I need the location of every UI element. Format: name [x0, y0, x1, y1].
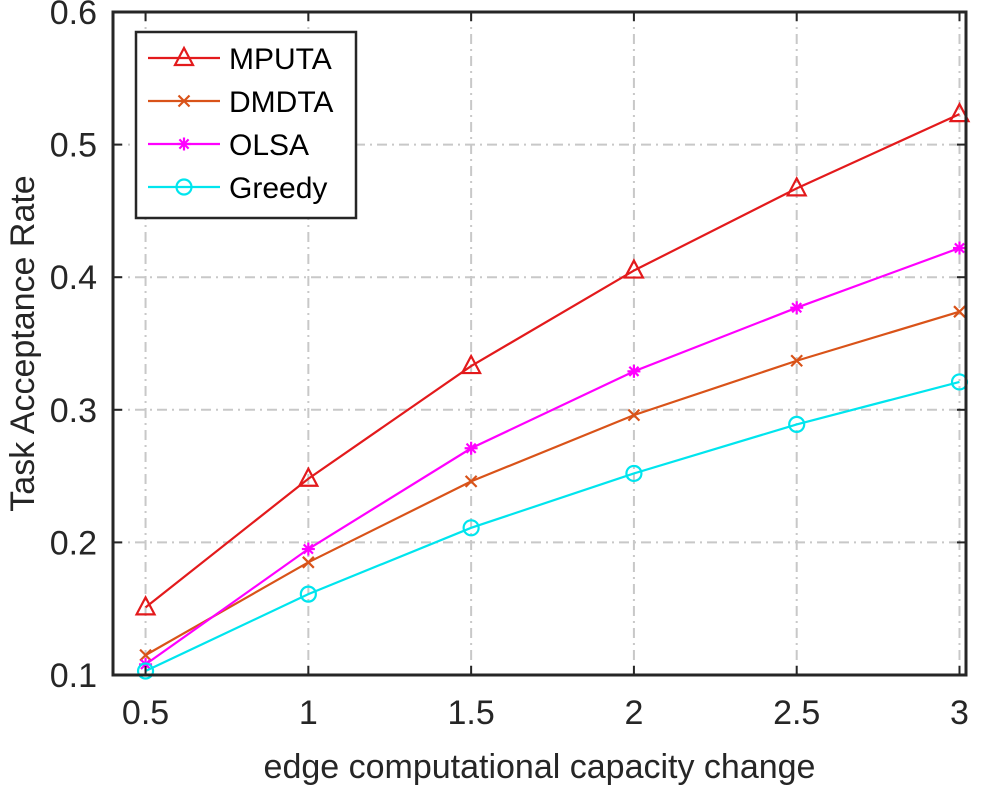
data-point	[625, 464, 643, 483]
data-point	[790, 354, 803, 368]
data-point	[627, 408, 641, 422]
x-tick-label: 0.5	[122, 694, 169, 732]
series-line	[144, 246, 960, 666]
y-tick-label: 0.1	[50, 657, 97, 695]
data-point	[788, 415, 806, 433]
data-point	[785, 176, 808, 197]
series-mputa	[134, 101, 971, 616]
x-tick-label: 2	[624, 694, 643, 732]
data-point	[297, 466, 320, 487]
y-tick-label: 0.2	[50, 524, 97, 562]
x-tick-label: 1	[299, 694, 318, 732]
y-axis-label: Task Acceptance Rate	[4, 175, 42, 511]
legend-entry: MPUTA	[148, 43, 332, 76]
data-point	[952, 241, 966, 255]
data-point	[953, 305, 966, 318]
series-line	[144, 113, 960, 609]
legend-marker	[175, 178, 193, 196]
data-point	[134, 595, 157, 616]
legend-entry: OLSA	[148, 129, 309, 162]
x-tick-label: 3	[950, 694, 969, 732]
series-line	[145, 380, 960, 673]
data-point	[460, 353, 482, 375]
legend-marker	[173, 45, 195, 67]
data-point	[301, 542, 315, 556]
data-point	[623, 258, 645, 279]
legend-label: Greedy	[229, 172, 327, 205]
data-point	[136, 662, 155, 680]
x-tick-label: 1.5	[447, 694, 494, 732]
legend-entry: Greedy	[148, 172, 327, 205]
legend-entry: DMDTA	[148, 86, 333, 119]
series-layer	[134, 101, 971, 680]
legend-label: MPUTA	[229, 43, 332, 76]
legend-marker	[177, 94, 191, 108]
legend-label: DMDTA	[229, 86, 333, 119]
data-point	[790, 301, 804, 315]
x-tick-label: 2.5	[773, 694, 820, 732]
data-point	[464, 441, 478, 455]
series-greedy	[136, 373, 969, 680]
plot-area-frame	[111, 10, 968, 677]
series-olsa	[139, 241, 966, 671]
y-tick-label: 0.6	[50, 0, 97, 32]
data-point	[302, 556, 315, 569]
legend-label: OLSA	[229, 129, 309, 162]
data-point	[299, 585, 317, 603]
data-point	[139, 648, 152, 662]
y-tick-label: 0.5	[50, 127, 97, 165]
legend-marker	[177, 137, 191, 151]
y-tick-label: 0.3	[50, 392, 97, 430]
data-point	[462, 519, 480, 537]
data-point	[627, 364, 641, 378]
series-dmdta	[139, 305, 966, 662]
series-line	[145, 310, 960, 657]
legend: MPUTA DMDTA OLSA Greedy	[134, 30, 358, 220]
x-axis-label: edge computational capacity change	[264, 748, 816, 786]
data-point	[948, 101, 971, 123]
y-tick-label: 0.4	[50, 259, 97, 297]
data-point	[464, 475, 478, 488]
axis-ticks: 0.5 1 1.5 2 2.5 3 0.1 0.2 0.3 0.4 0.5 0.6	[50, 0, 969, 732]
